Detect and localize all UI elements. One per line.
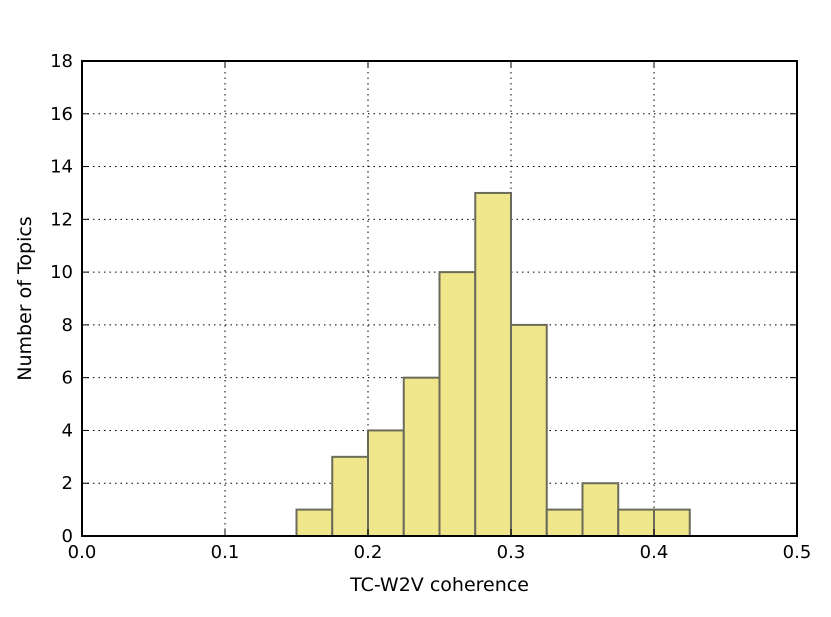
histogram-bar — [617, 508, 655, 538]
y-tick-label: 12 — [50, 209, 73, 230]
x-tick-label: 0.0 — [68, 542, 97, 563]
plot-frame — [81, 60, 798, 537]
x-tick-label: 0.2 — [354, 542, 383, 563]
y-tick-label: 18 — [50, 51, 73, 72]
histogram-bar — [653, 508, 691, 538]
x-axis-label: TC-W2V coherence — [349, 574, 529, 596]
y-tick-label: 6 — [62, 368, 73, 389]
y-tick-label: 2 — [62, 473, 73, 494]
y-tick-label: 4 — [62, 420, 73, 441]
y-tick-label: 10 — [50, 262, 73, 283]
y-tick-label: 16 — [50, 104, 73, 125]
bars — [295, 191, 691, 538]
histogram-bar — [545, 508, 584, 538]
x-tick-label: 0.4 — [640, 542, 669, 563]
y-axis-label: Number of Topics — [14, 216, 36, 380]
histogram-bar — [402, 376, 441, 537]
ticks: 0.0 0.1 0.2 0.3 0.4 0.5 0 2 4 6 8 10 12 14 16 18 — [50, 51, 811, 563]
histogram-bar — [438, 271, 477, 537]
y-tick-label: 0 — [62, 526, 73, 547]
y-tick-label: 8 — [62, 315, 73, 336]
histogram-bar — [474, 191, 512, 537]
histogram-bar — [367, 429, 405, 538]
histogram-bar — [295, 508, 334, 538]
x-tick-label: 0.3 — [497, 542, 526, 563]
histogram-bar — [581, 482, 620, 538]
histogram-bar — [510, 323, 548, 537]
x-tick-label: 0.1 — [211, 542, 240, 563]
histogram-bar — [331, 455, 369, 538]
x-tick-label: 0.5 — [783, 542, 812, 563]
y-tick-label: 14 — [50, 157, 73, 178]
